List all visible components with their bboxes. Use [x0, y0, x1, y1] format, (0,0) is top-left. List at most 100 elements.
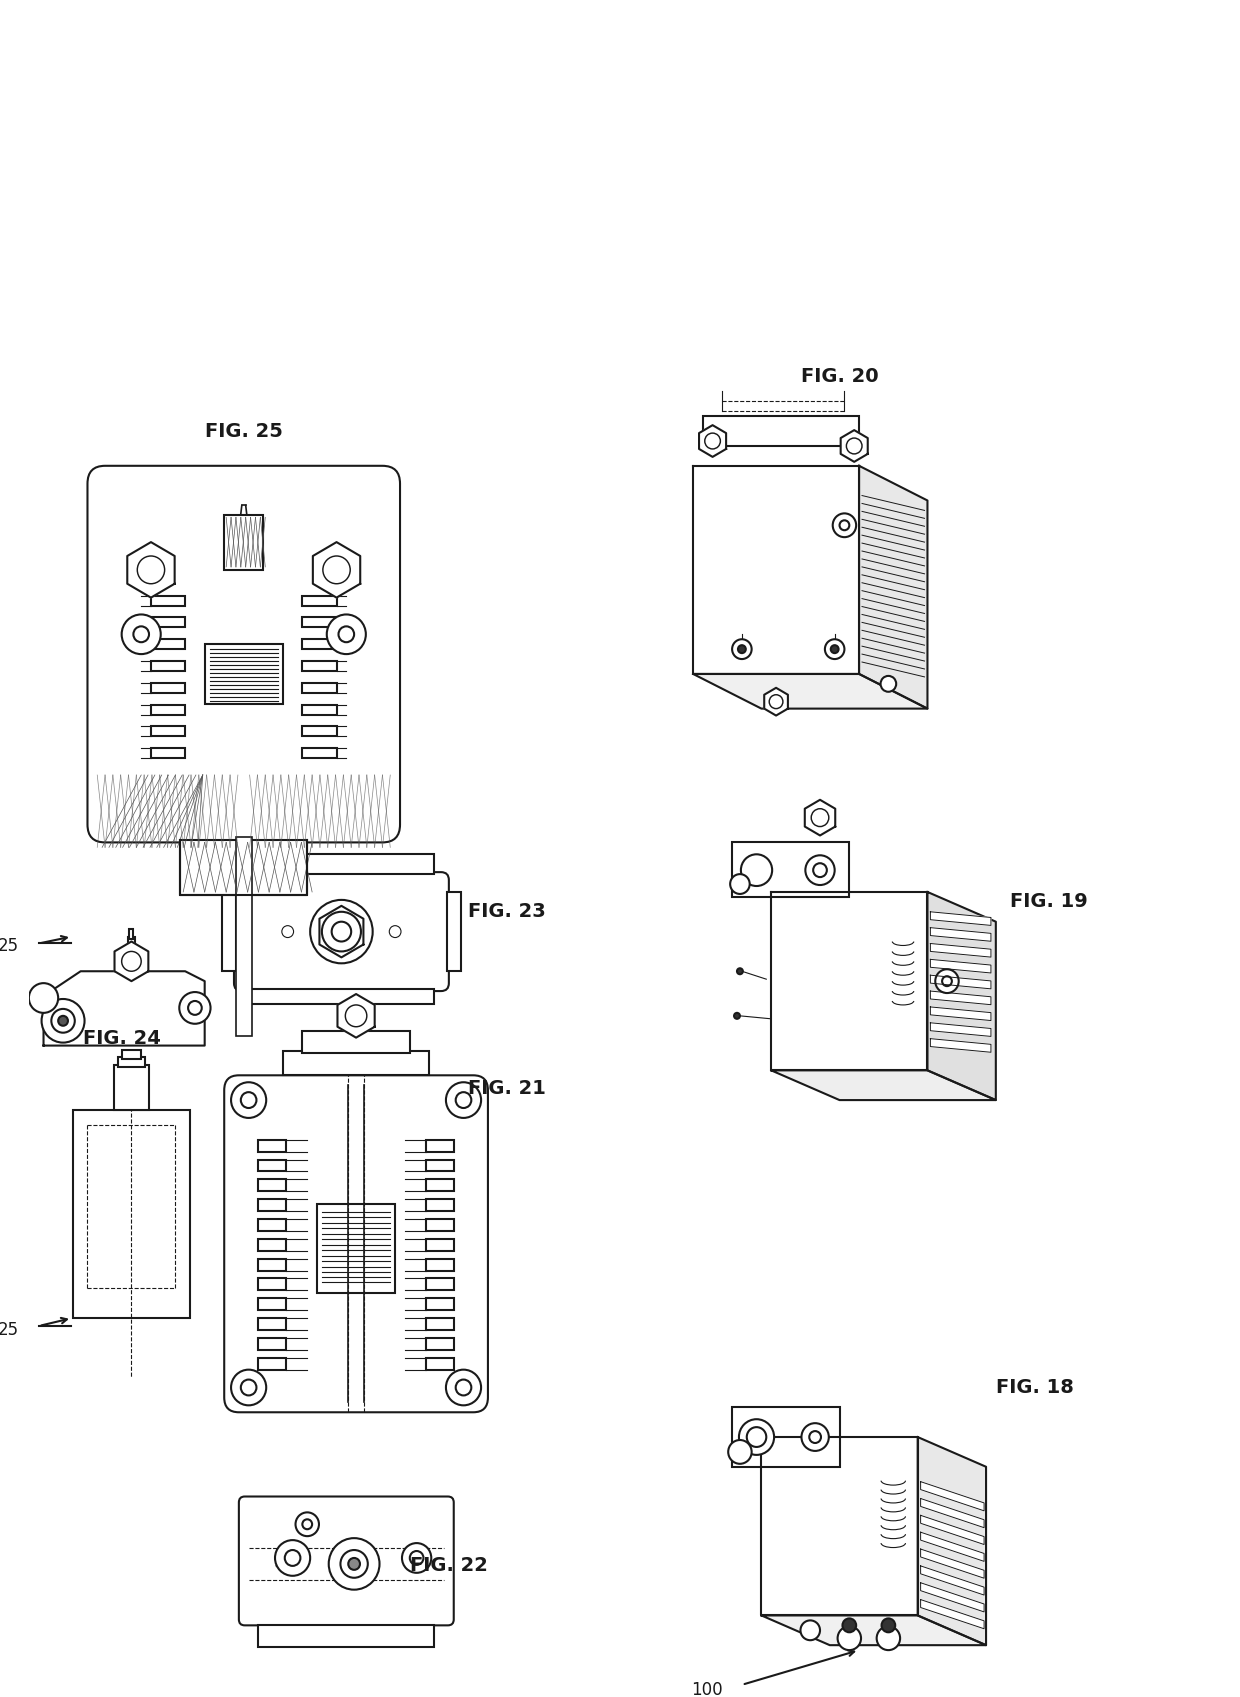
Bar	[446, 893, 460, 971]
Bar	[180, 840, 308, 894]
Circle shape	[833, 514, 856, 538]
Bar	[303, 726, 336, 736]
Circle shape	[732, 640, 751, 658]
Circle shape	[769, 694, 782, 709]
Circle shape	[310, 899, 373, 964]
Bar	[303, 748, 336, 759]
Bar	[258, 1140, 285, 1152]
Bar	[258, 1259, 285, 1271]
Circle shape	[730, 874, 750, 894]
Bar	[258, 1179, 285, 1191]
Circle shape	[810, 1431, 821, 1442]
Circle shape	[801, 1621, 820, 1641]
Circle shape	[285, 1549, 300, 1566]
Circle shape	[825, 640, 844, 658]
Polygon shape	[128, 541, 175, 597]
Bar	[258, 1298, 285, 1310]
Bar	[427, 1239, 454, 1251]
Circle shape	[704, 433, 720, 450]
Bar	[427, 1298, 454, 1310]
Bar	[303, 704, 336, 714]
Polygon shape	[693, 465, 859, 674]
Circle shape	[739, 1419, 774, 1454]
Bar	[703, 416, 859, 446]
Circle shape	[345, 1005, 367, 1027]
Bar	[258, 1626, 434, 1648]
Circle shape	[281, 925, 294, 937]
Text: FIG. 22: FIG. 22	[409, 1556, 487, 1575]
Circle shape	[180, 993, 211, 1023]
Text: FIG. 20: FIG. 20	[801, 367, 878, 387]
Bar	[205, 645, 283, 704]
Bar	[427, 1179, 454, 1191]
Circle shape	[837, 1626, 861, 1649]
Circle shape	[231, 1369, 267, 1405]
FancyBboxPatch shape	[224, 1076, 487, 1412]
Polygon shape	[805, 799, 836, 835]
Circle shape	[728, 1441, 751, 1465]
Circle shape	[409, 1551, 424, 1565]
Bar	[258, 1337, 285, 1349]
Polygon shape	[337, 994, 374, 1037]
Bar	[128, 937, 135, 949]
Bar	[151, 748, 185, 759]
Bar	[258, 1358, 285, 1369]
Polygon shape	[918, 1437, 986, 1644]
Bar	[249, 854, 434, 874]
Bar	[73, 1110, 190, 1319]
Bar	[427, 1319, 454, 1330]
Bar	[427, 1278, 454, 1290]
Bar	[303, 662, 336, 670]
Bar	[151, 726, 185, 736]
Bar	[427, 1159, 454, 1171]
Polygon shape	[930, 911, 991, 925]
Circle shape	[455, 1380, 471, 1395]
Circle shape	[738, 645, 745, 653]
Bar	[122, 1049, 141, 1059]
Circle shape	[455, 1093, 471, 1108]
Bar	[283, 1050, 429, 1076]
Polygon shape	[114, 942, 149, 981]
Bar	[427, 1218, 454, 1230]
Circle shape	[331, 921, 351, 942]
Polygon shape	[930, 944, 991, 957]
Polygon shape	[928, 893, 996, 1100]
Circle shape	[847, 438, 862, 453]
Circle shape	[295, 1512, 319, 1536]
Bar	[303, 640, 336, 650]
Polygon shape	[841, 429, 868, 462]
Text: FIG. 21: FIG. 21	[469, 1079, 547, 1098]
Bar	[732, 1407, 839, 1466]
Polygon shape	[43, 971, 205, 1045]
Polygon shape	[920, 1532, 985, 1561]
Polygon shape	[859, 465, 928, 709]
Bar	[258, 1200, 285, 1212]
Bar	[303, 596, 336, 606]
Bar	[236, 837, 252, 1035]
Bar	[258, 1218, 285, 1230]
Circle shape	[322, 911, 361, 952]
Bar	[224, 516, 263, 570]
Circle shape	[51, 1010, 74, 1033]
Circle shape	[805, 855, 835, 886]
Bar	[427, 1358, 454, 1369]
Bar	[151, 640, 185, 650]
Bar	[427, 1140, 454, 1152]
Circle shape	[231, 1083, 267, 1118]
Text: 25: 25	[0, 937, 19, 955]
Polygon shape	[920, 1481, 985, 1510]
Circle shape	[839, 521, 849, 529]
Text: 100: 100	[691, 1680, 723, 1697]
Polygon shape	[930, 991, 991, 1005]
Polygon shape	[920, 1600, 985, 1629]
Circle shape	[942, 976, 952, 986]
Circle shape	[402, 1543, 432, 1573]
Circle shape	[303, 1519, 312, 1529]
Circle shape	[322, 557, 350, 584]
Text: 25: 25	[0, 1320, 19, 1339]
Polygon shape	[761, 1437, 918, 1616]
Polygon shape	[920, 1549, 985, 1578]
Circle shape	[813, 864, 827, 877]
Polygon shape	[699, 426, 727, 456]
Bar	[258, 1319, 285, 1330]
